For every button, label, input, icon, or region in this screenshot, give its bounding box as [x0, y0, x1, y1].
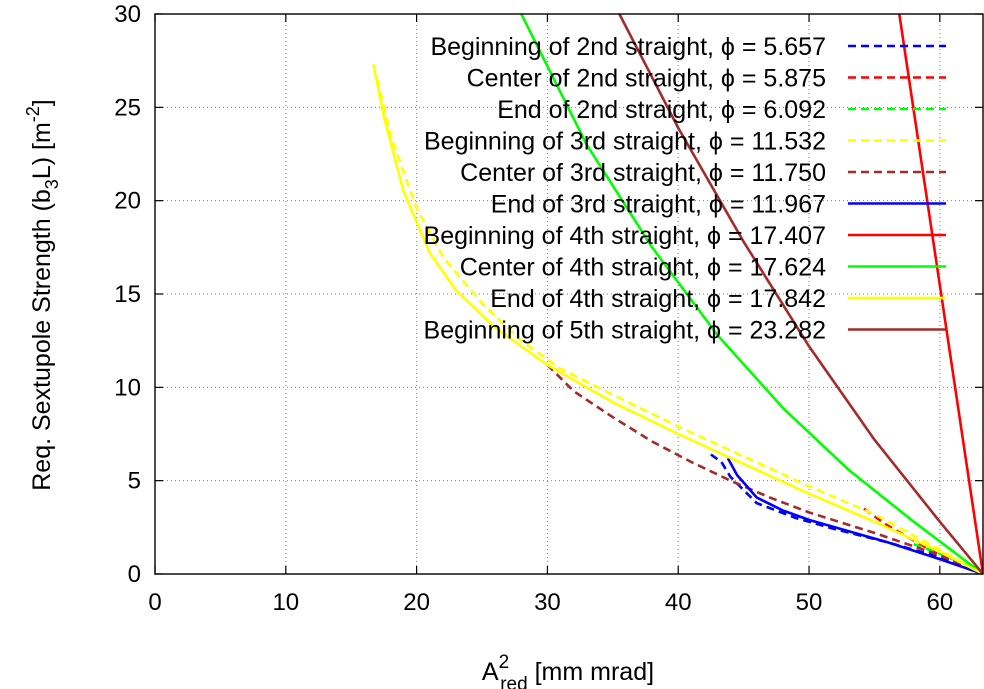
- legend-label-3: End of 2nd straight, ϕ = 6.092: [497, 96, 826, 124]
- legend-label-4: Beginning of 3rd straight, ϕ = 11.532: [424, 128, 826, 156]
- legend-label-9: End of 4th straight, ϕ = 17.842: [490, 285, 826, 313]
- series-line-7: [898, 14, 983, 574]
- y-tick-label: 0: [128, 561, 141, 588]
- y-tick-label: 30: [114, 1, 141, 28]
- y-tick-label: 5: [128, 468, 141, 495]
- x-tick-label: 40: [665, 589, 692, 616]
- y-axis-title: Req. Sextupole Strength (b3L) [m-2]: [23, 99, 62, 491]
- grid-lines: [155, 14, 983, 574]
- x-tick-label: 10: [272, 589, 299, 616]
- legend-label-1: Beginning of 2nd straight, ϕ = 5.657: [430, 33, 826, 61]
- series-line-8: [520, 14, 983, 574]
- legend-label-2: Center of 2nd straight, ϕ = 5.875: [467, 65, 826, 93]
- x-axis-title: A2 red [mm mrad]: [482, 652, 654, 689]
- series-line-9: [372, 64, 983, 574]
- legend: Beginning of 2nd straight, ϕ = 5.657 Cent…: [424, 33, 946, 345]
- legend-label-5: Center of 3rd straight, ϕ = 11.750: [460, 159, 826, 187]
- series-line-10: [618, 14, 983, 574]
- legend-label-10: Beginning of 5th straight, ϕ = 23.282: [424, 317, 826, 345]
- x-tick-label: 50: [796, 589, 823, 616]
- x-tick-label: 30: [534, 589, 561, 616]
- plot-area: [372, 14, 983, 574]
- legend-label-7: Beginning of 4th straight, ϕ = 17.407: [424, 222, 826, 250]
- series-line-5: [546, 363, 983, 574]
- legend-label-6: End of 3rd straight, ϕ = 11.967: [491, 191, 826, 219]
- series-line-6: [726, 457, 983, 574]
- x-tick-label: 0: [148, 589, 161, 616]
- x-tick-label: 60: [926, 589, 953, 616]
- y-tick-label: 10: [114, 374, 141, 401]
- y-tick-label: 20: [114, 188, 141, 215]
- y-tick-label: 15: [114, 281, 141, 308]
- legend-label-8: Center of 4th straight, ϕ = 17.624: [460, 254, 826, 282]
- y-tick-label: 25: [114, 94, 141, 121]
- x-tick-label: 20: [403, 589, 430, 616]
- series-line-4: [376, 79, 983, 574]
- axis-ticks: 0 10 20 30 40 50 60 0 5 10 15 20 25 30: [114, 1, 983, 616]
